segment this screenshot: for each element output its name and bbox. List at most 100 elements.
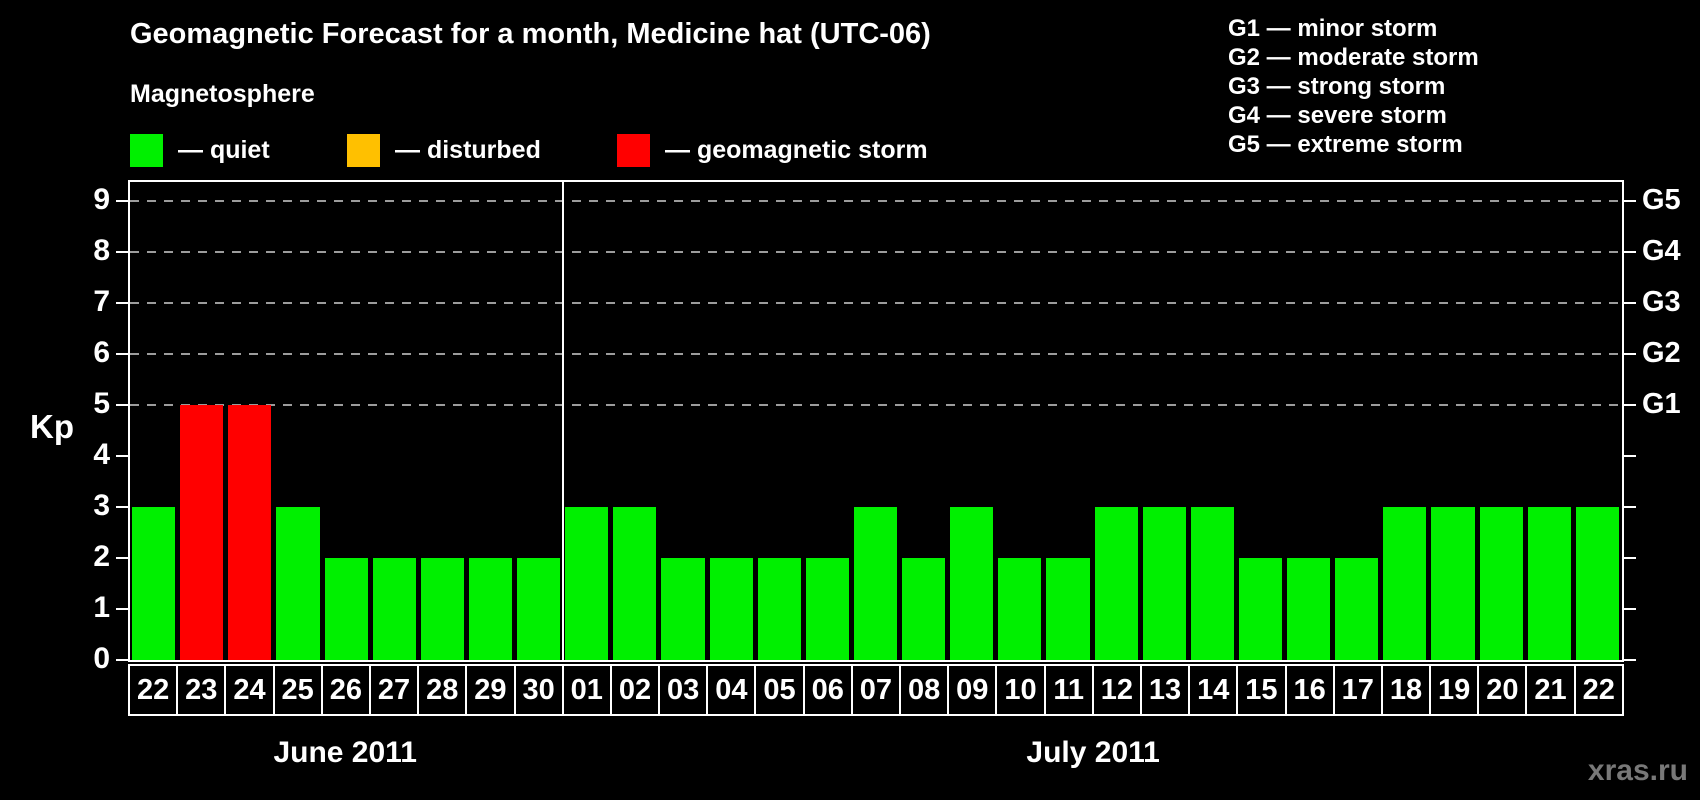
day-label-20: 20 (1477, 664, 1528, 716)
kp-bar-26 (324, 558, 368, 660)
day-label-03: 03 (658, 664, 709, 716)
g-scale-label-g5: G5 (1642, 184, 1681, 216)
day-label-15: 15 (1236, 664, 1287, 716)
legend-item-storm: — geomagnetic storm (617, 133, 928, 167)
month-label-0: June 2011 (273, 736, 417, 769)
kp-bar-06 (805, 558, 849, 660)
day-column-09 (948, 182, 996, 660)
day-column-24 (226, 182, 274, 660)
day-column-27 (371, 182, 419, 660)
day-column-18 (1381, 182, 1429, 660)
kp-bar-21 (1527, 507, 1571, 660)
kp-bar-17 (1335, 558, 1379, 660)
day-label-23: 23 (176, 664, 227, 716)
g-scale-label-g2: G2 (1642, 337, 1681, 369)
day-label-14: 14 (1188, 664, 1239, 716)
day-label-18: 18 (1380, 664, 1432, 716)
storm-scale-g5: G5 — extreme storm (1228, 131, 1463, 158)
g-scale-label-g1: G1 (1642, 388, 1681, 420)
day-column-06 (804, 182, 852, 660)
day-column-29 (467, 182, 515, 660)
kp-bar-11 (1046, 558, 1090, 660)
day-column-03 (659, 182, 707, 660)
day-column-11 (1044, 182, 1092, 660)
kp-bar-05 (757, 558, 801, 660)
y-tick-right-0 (1624, 659, 1636, 661)
day-label-09: 09 (947, 664, 998, 716)
storm-scale-g1: G1 — minor storm (1228, 15, 1438, 42)
day-label-07: 07 (850, 664, 901, 716)
kp-bar-25 (276, 507, 320, 660)
day-label-25: 25 (272, 664, 323, 716)
day-label-24: 24 (224, 664, 275, 716)
day-column-26 (323, 182, 371, 660)
storm-scale-g3: G3 — strong storm (1228, 73, 1446, 100)
day-label-26: 26 (320, 664, 371, 716)
legend-label-storm: — geomagnetic storm (665, 135, 928, 164)
kp-bar-07 (853, 507, 898, 660)
legend-label-disturbed: — disturbed (395, 135, 541, 164)
day-column-13 (1141, 182, 1189, 660)
day-label-11: 11 (1043, 664, 1094, 716)
day-label-16: 16 (1284, 664, 1335, 716)
kp-bar-27 (372, 558, 416, 660)
chart-title: Geomagnetic Forecast for a month, Medici… (130, 18, 931, 50)
storm-scale-g2: G2 — moderate storm (1228, 44, 1479, 71)
y-tick-left-9 (116, 200, 128, 202)
day-column-10 (996, 182, 1044, 660)
y-tick-label-2: 2 (93, 540, 110, 573)
kp-bar-13 (1142, 507, 1186, 660)
kp-bar-22 (1575, 507, 1619, 660)
month-label-1: July 2011 (1026, 736, 1160, 769)
y-tick-left-5 (116, 404, 128, 406)
gridline-kp7 (130, 302, 1622, 304)
y-axis-title: Kp (30, 408, 74, 445)
gridline-kp6 (130, 353, 1622, 355)
day-label-22: 22 (1573, 664, 1624, 716)
month-separator-0 (562, 182, 565, 660)
day-label-01: 01 (561, 664, 612, 716)
kp-bar-09 (950, 507, 994, 660)
day-label-13: 13 (1139, 664, 1191, 716)
kp-bar-14 (1190, 507, 1234, 660)
day-column-22 (1574, 182, 1622, 660)
day-label-28: 28 (417, 664, 468, 716)
kp-bar-12 (1094, 507, 1138, 660)
day-column-22 (130, 182, 178, 660)
kp-bar-04 (709, 558, 753, 660)
y-tick-label-3: 3 (93, 489, 110, 522)
y-tick-label-4: 4 (93, 438, 110, 471)
day-column-01 (563, 182, 611, 660)
kp-bar-08 (902, 558, 946, 660)
y-tick-right-1 (1624, 608, 1636, 610)
day-label-10: 10 (995, 664, 1046, 716)
y-tick-left-7 (116, 302, 128, 304)
day-column-21 (1526, 182, 1574, 660)
y-tick-right-8 (1624, 251, 1636, 253)
y-tick-label-1: 1 (93, 591, 110, 624)
y-tick-left-2 (116, 557, 128, 559)
day-column-23 (178, 182, 226, 660)
day-label-04: 04 (706, 664, 757, 716)
day-column-25 (274, 182, 322, 660)
kp-bar-15 (1238, 558, 1283, 660)
kp-bar-10 (998, 558, 1042, 660)
day-column-28 (419, 182, 467, 660)
kp-bar-29 (468, 558, 513, 660)
day-label-19: 19 (1429, 664, 1480, 716)
plot-area: Kp 0 1 2 3 4 5 6 7 8 9 G1 G2 G3 G4 G5 (30, 180, 1681, 674)
day-column-02 (611, 182, 659, 660)
kp-bar-02 (613, 507, 657, 660)
day-label-05: 05 (754, 664, 805, 716)
day-column-15 (1237, 182, 1285, 660)
day-column-20 (1478, 182, 1526, 660)
gridline-kp8 (130, 251, 1622, 253)
kp-bar-28 (420, 558, 464, 660)
kp-bar-23 (180, 405, 224, 660)
kp-bar-19 (1431, 507, 1475, 660)
gridline-kp5 (130, 404, 1622, 406)
storm-color-swatch (617, 133, 650, 167)
disturbed-color-swatch (347, 133, 380, 167)
day-label-29: 29 (465, 664, 516, 716)
kp-bar-24 (228, 405, 272, 660)
